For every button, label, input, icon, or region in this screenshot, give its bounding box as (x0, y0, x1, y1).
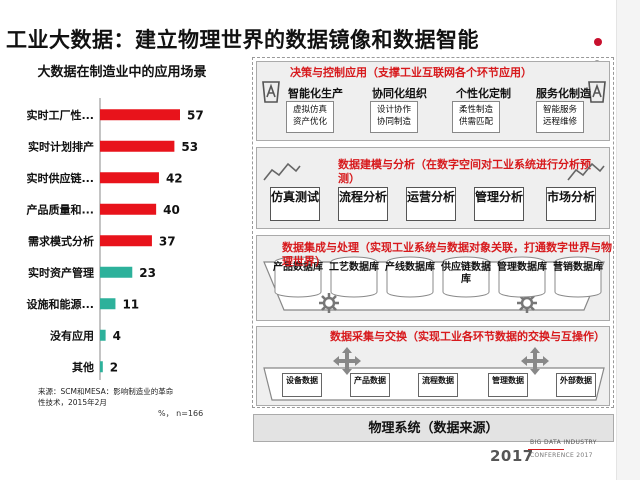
analysis-function: 运营分析 (406, 187, 456, 221)
category-tick-label: 设施和能源... (26, 297, 94, 311)
category-label: 服务化制造 (536, 87, 591, 100)
bar (100, 172, 159, 184)
category-tick-label: 实时供应链... (26, 171, 94, 185)
chart-title: 大数据在制造业中的应用场景 (37, 65, 207, 80)
app-item-box: 虚拟仿真 资产优化 (286, 101, 334, 133)
category-tick-label: 实时计划排产 (28, 139, 94, 153)
physical-system-bar: 物理系统（数据来源） (253, 414, 614, 442)
category-label: 协同化组织 (372, 87, 427, 100)
bar (100, 140, 175, 152)
database-cylinder-icon (442, 256, 490, 298)
data-source: 管理数据 (488, 373, 528, 397)
category-tick-label: 需求模式分析 (28, 234, 94, 248)
bar-value-label: 4 (113, 329, 121, 343)
database-label: 产品数据库 (273, 262, 323, 273)
trend-line-icon (567, 162, 605, 181)
database-cylinder-icon (386, 256, 434, 298)
bar-value-label: 2 (110, 360, 118, 374)
app-item: 柔性制造 (458, 105, 493, 115)
app-item: 协同制造 (376, 117, 411, 127)
category-label: 个性化定制 (456, 87, 511, 100)
database-label: 管理数据库 (497, 262, 547, 273)
app-item: 智能服务 (542, 105, 577, 115)
conference-divider (528, 449, 564, 450)
decision-layer-title: 决策与控制应用（支撑工业互联网各个环节应用） (290, 66, 532, 79)
collection-layer-title: 数据采集与交换（实现工业各环节数据的交换与互操作） (330, 330, 605, 343)
app-store-icon (588, 81, 606, 103)
analysis-function: 仿真测试 (270, 187, 320, 221)
bar-value-label: 23 (139, 266, 156, 280)
bar-value-label: 40 (163, 203, 180, 217)
app-item: 供需匹配 (458, 117, 493, 127)
app-item-box: 设计协作 协同制造 (370, 101, 418, 133)
chart-source: 来源：SCM和MESA：影响制造业的革命性技术，2015年2月 (38, 387, 174, 407)
integration-layer-title: 数据集成与处理（实现工业系统与数据对象关联，打通数字世界与物理世界） (282, 241, 612, 268)
category-tick-label: 没有应用 (50, 328, 94, 342)
database-cylinder-icon (498, 256, 546, 298)
app-item: 远程维修 (542, 117, 577, 127)
database-cylinder-icon (330, 256, 378, 298)
conference-name: BIG DATA INDUSTRY (530, 439, 597, 446)
database-label: 营销数据库 (553, 262, 603, 273)
database-label: 工艺数据库 (329, 262, 379, 273)
bar (100, 109, 180, 121)
app-item-box: 智能服务 远程维修 (536, 101, 584, 133)
four-way-arrow-icon (521, 347, 549, 375)
architecture-diagram (252, 57, 614, 408)
bar-value-label: 53 (181, 140, 198, 154)
analysis-function: 管理分析 (474, 187, 524, 221)
category-tick-label: 其他 (72, 360, 94, 374)
four-way-arrow-icon (333, 347, 361, 375)
app-item: 资产优化 (292, 117, 327, 127)
app-store-icon (262, 81, 280, 103)
app-item: 设计协作 (376, 105, 411, 115)
category-tick-label: 产品质量和... (26, 202, 94, 216)
bar-value-label: 37 (159, 234, 176, 248)
bar (100, 361, 103, 373)
bar (100, 266, 133, 278)
gear-icon (319, 293, 339, 313)
chart-unit-note: %， n=166 (158, 409, 204, 418)
side-strip (616, 0, 640, 480)
bar (100, 235, 152, 247)
app-item: 虚拟仿真 (292, 105, 327, 115)
conference-subtitle: CONFERENCE 2017 (530, 452, 593, 459)
bar-value-label: 42 (166, 171, 183, 185)
data-source: 设备数据 (282, 373, 322, 397)
data-source: 流程数据 (418, 373, 458, 397)
data-source: 外部数据 (556, 373, 596, 397)
category-label: 智能化生产 (288, 87, 343, 100)
app-item-box: 柔性制造 供需匹配 (452, 101, 500, 133)
database-cylinder-icon (554, 256, 602, 298)
database-label: 产线数据库 (385, 262, 435, 273)
conference-year: 2017 (490, 447, 534, 465)
trend-line-icon (263, 162, 301, 181)
database-cylinder-icon (274, 256, 322, 298)
analysis-function: 市场分析 (546, 187, 596, 221)
bar-value-label: 57 (187, 108, 204, 122)
bar (100, 203, 157, 215)
bar (100, 298, 116, 310)
category-tick-label: 实时工厂性... (26, 108, 94, 122)
analysis-function: 流程分析 (338, 187, 388, 221)
corner-dot (594, 38, 602, 46)
bar (100, 329, 106, 341)
modeling-layer-title: 数据建模与分析（在数字空间对工业系统进行分析预测） (338, 158, 591, 185)
category-tick-label: 实时资产管理 (28, 265, 94, 279)
slide-title: 工业大数据：建立物理世界的数据镜像和数据智能 (6, 28, 479, 52)
bar-value-label: 11 (122, 297, 139, 311)
data-source: 产品数据 (350, 373, 390, 397)
database-label: 供应链数据库 (441, 262, 491, 285)
